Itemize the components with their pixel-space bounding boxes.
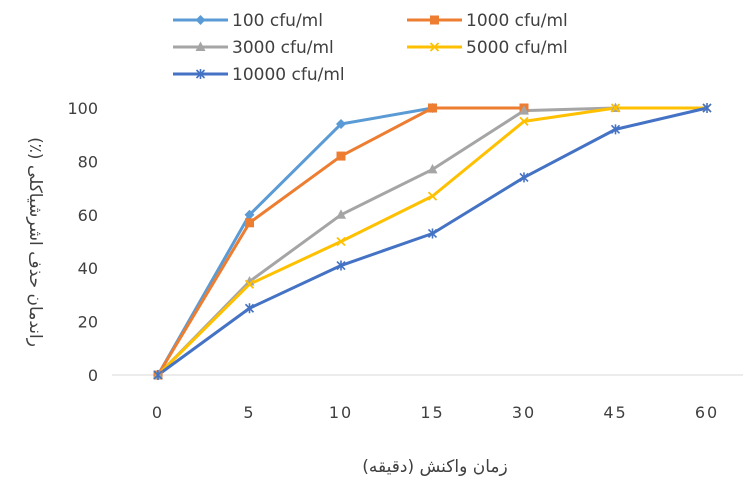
data-point (427, 191, 438, 201)
y-tick-label: 60 (78, 206, 98, 225)
data-point (519, 105, 529, 115)
data-point (336, 151, 346, 161)
data-point (427, 163, 438, 174)
legend-item: 3000 cfu/ml (173, 38, 334, 58)
data-point (244, 303, 255, 314)
data-point (519, 116, 529, 126)
data-point (244, 209, 255, 220)
data-point (336, 260, 346, 271)
legend-label: 5000 cfu/ml (466, 38, 568, 58)
data-point (610, 124, 621, 135)
legend-marker (430, 15, 439, 25)
y-axis-ticks: 0 20 40 60 80 100 (67, 99, 98, 385)
legend-item: 100 cfu/ml (173, 11, 323, 31)
data-point (428, 103, 437, 113)
legend: 100 cfu/ml 1000 cfu/ml 3000 cfu/ml 5000 cfu… (173, 11, 568, 85)
series-line-4 (156, 106, 709, 377)
legend-label: 10000 cfu/ml (232, 65, 345, 85)
data-point (610, 103, 621, 113)
data-point (702, 103, 712, 113)
data-point (244, 279, 255, 289)
y-tick-label: 100 (67, 99, 98, 118)
data-point (427, 228, 438, 239)
series-5-markers (153, 103, 712, 380)
x-tick-label: 30 (512, 403, 536, 422)
data-point (244, 276, 255, 286)
x-axis-title: زمان واکنش (دقیقه) (362, 457, 507, 477)
data-point (245, 218, 254, 228)
y-tick-label: 40 (78, 259, 98, 278)
x-tick-label: 10 (329, 403, 353, 422)
series-3-markers (153, 102, 621, 379)
y-tick-label: 20 (78, 313, 98, 332)
data-point (336, 236, 346, 247)
x-axis-ticks: 0 5 10 15 30 45 60 (152, 403, 719, 422)
legend-label: 3000 cfu/ml (232, 38, 334, 58)
x-tick-label: 0 (152, 403, 164, 422)
x-tick-label: 15 (420, 403, 444, 422)
y-tick-label: 80 (78, 152, 98, 171)
x-tick-label: 60 (695, 403, 719, 422)
legend-marker (195, 41, 206, 51)
y-axis-title: راندمان حذف اشرشیاکلی (٪) (25, 137, 45, 347)
series-lines (156, 106, 709, 377)
legend-marker (429, 42, 440, 52)
legend-label: 1000 cfu/ml (466, 11, 568, 31)
series-line-1 (156, 106, 434, 377)
legend-item: 10000 cfu/ml (173, 65, 345, 85)
y-tick-label: 0 (88, 366, 98, 385)
data-point (336, 209, 346, 219)
legend-label: 100 cfu/ml (232, 11, 323, 31)
series-markers (153, 102, 712, 380)
legend-item: 1000 cfu/ml (407, 11, 568, 31)
legend-marker (195, 69, 206, 79)
x-tick-label: 5 (243, 403, 255, 422)
legend-item: 5000 cfu/ml (407, 38, 568, 58)
legend-marker (195, 15, 206, 25)
data-point (519, 172, 529, 183)
series-line-5 (156, 106, 709, 377)
series-line-3 (156, 106, 617, 377)
data-point (336, 119, 346, 130)
data-point (153, 370, 163, 380)
x-tick-label: 45 (603, 403, 627, 422)
